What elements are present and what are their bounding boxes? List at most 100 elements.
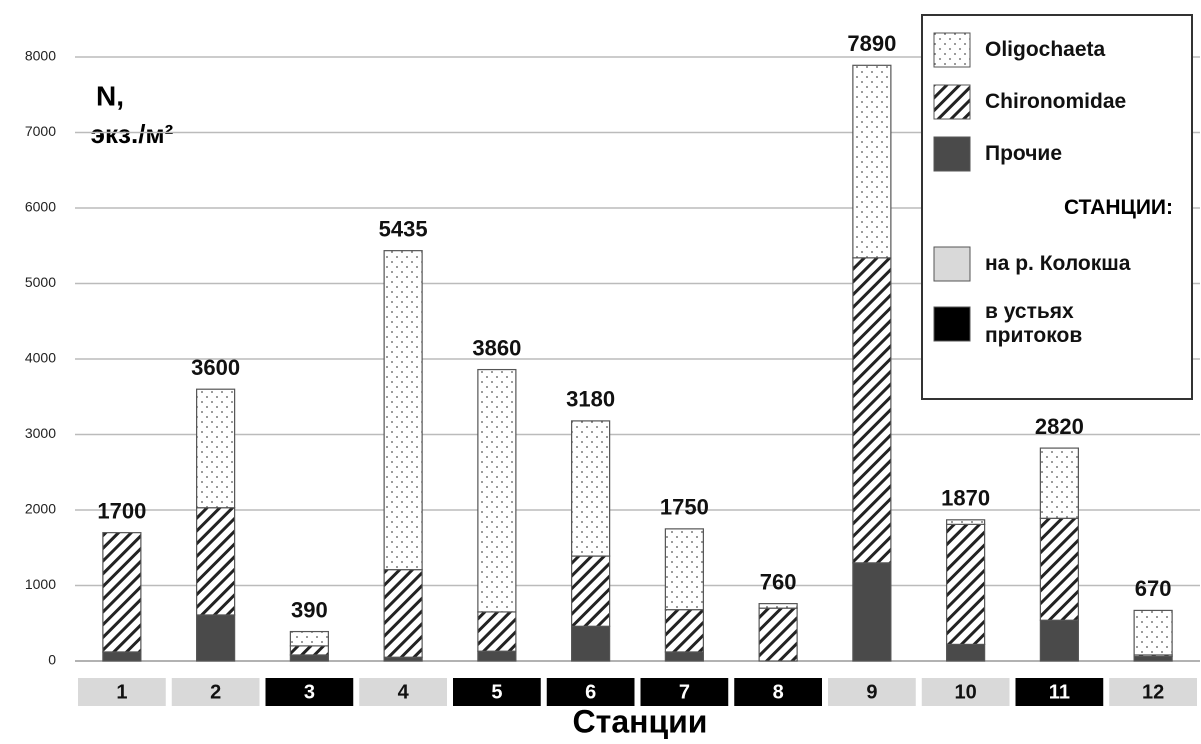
x-tick-label: 4 (398, 681, 410, 703)
bar-segment (852, 257, 892, 564)
y-tick-label: 5000 (25, 274, 56, 290)
legend-entry: Chironomidae (933, 76, 1181, 128)
x-tick-label: 5 (491, 681, 502, 703)
x-tick-label: 10 (955, 681, 977, 703)
x-tick-label: 7 (679, 681, 690, 703)
bar-segment (852, 64, 892, 259)
category-band (1015, 678, 1104, 706)
y-tick-label: 3000 (25, 425, 56, 441)
legend-label: на р. Колокша (985, 252, 1131, 275)
category-band (171, 678, 260, 706)
legend-entry: на р. Колокша (933, 236, 1181, 292)
legend-entry: Прочие (933, 128, 1181, 180)
bar-segment (664, 609, 704, 653)
x-tick-label: 11 (1049, 681, 1070, 703)
total-label: 5435 (379, 216, 428, 241)
y-label: экз./м² (91, 119, 174, 149)
bar-segment (664, 528, 704, 611)
y-tick-label: 8000 (25, 48, 56, 64)
bar-segment (571, 555, 611, 627)
bar-segment (946, 643, 986, 662)
legend-color (933, 84, 971, 120)
bar-segment (289, 630, 329, 647)
bar-segment (1039, 517, 1079, 621)
category-band (828, 678, 916, 706)
bar-segment (477, 368, 517, 613)
legend-label: Chironomidae (985, 90, 1127, 113)
total-label: 390 (291, 597, 328, 622)
bar-segment (758, 607, 798, 662)
legend-swatch (933, 306, 971, 342)
x-tick-label: 1 (116, 681, 127, 703)
total-label: 1750 (660, 495, 709, 520)
x-tick-label: 12 (1142, 681, 1164, 703)
category-band (453, 678, 541, 706)
total-label: 7890 (847, 31, 896, 56)
bar-segment (102, 651, 142, 662)
category-band (921, 678, 1010, 706)
bar-segment (946, 523, 986, 645)
category-band (546, 678, 635, 706)
bar-segment (102, 532, 142, 653)
bar-segment (383, 569, 423, 658)
total-label: 2820 (1035, 414, 1084, 439)
bar-segment (1039, 447, 1079, 519)
x-label: Станции (573, 703, 708, 739)
y-tick-label: 1000 (25, 576, 56, 592)
legend-entry: в устьях притоков (933, 292, 1181, 356)
category-band (265, 678, 354, 706)
bar-segment (758, 603, 798, 609)
bar-segment (477, 650, 517, 662)
category-band (734, 678, 822, 706)
legend-swatch (933, 136, 971, 172)
y-tick-label: 4000 (25, 350, 56, 366)
x-tick-label: 2 (210, 681, 221, 703)
legend-color (933, 136, 971, 172)
y-tick-label: 6000 (25, 199, 56, 215)
legend-color (933, 246, 971, 282)
y-label: N, (96, 80, 124, 111)
legend-color (933, 32, 971, 68)
bar-segment (664, 651, 704, 662)
bar-segment (477, 611, 517, 652)
total-label: 670 (1135, 576, 1172, 601)
legend: Oligochaeta Chironomidae Прочие СТАНЦИИ: на … (921, 14, 1193, 400)
category-band (1109, 678, 1197, 706)
bar-segment (196, 507, 236, 616)
x-tick-label: 3 (304, 681, 315, 703)
x-tick-label: 9 (866, 681, 877, 703)
bar-segment (196, 388, 236, 509)
total-label: 3180 (566, 387, 615, 412)
legend-label: Oligochaeta (985, 38, 1106, 61)
bar-segment (571, 420, 611, 557)
bar-segment (383, 250, 423, 571)
x-tick-label: 8 (773, 681, 784, 703)
legend-color (933, 306, 971, 342)
bar-segment (1133, 609, 1173, 656)
bar-segment (196, 614, 236, 662)
legend-label: Прочие (985, 142, 1063, 165)
bar-segment (289, 645, 329, 656)
bar-segment (571, 625, 611, 662)
y-tick-label: 7000 (25, 123, 56, 139)
category-band (640, 678, 729, 706)
legend-swatch (933, 246, 971, 282)
category-band (359, 678, 447, 706)
bar-segment (1133, 655, 1173, 662)
legend-entry: Oligochaeta (933, 24, 1181, 76)
y-tick-label: 2000 (25, 501, 56, 517)
y-tick-label: 0 (48, 652, 56, 668)
bar-segment (852, 562, 892, 662)
legend-swatch (933, 32, 971, 68)
legend-swatch (933, 84, 971, 120)
total-label: 760 (760, 569, 797, 594)
total-label: 3860 (472, 335, 521, 360)
total-label: 1870 (941, 486, 990, 511)
legend-label: в устьях притоков (985, 300, 1083, 347)
bar-segment (946, 519, 986, 525)
bar-segment (289, 654, 329, 662)
total-label: 1700 (97, 498, 146, 523)
bar-segment (1039, 619, 1079, 662)
